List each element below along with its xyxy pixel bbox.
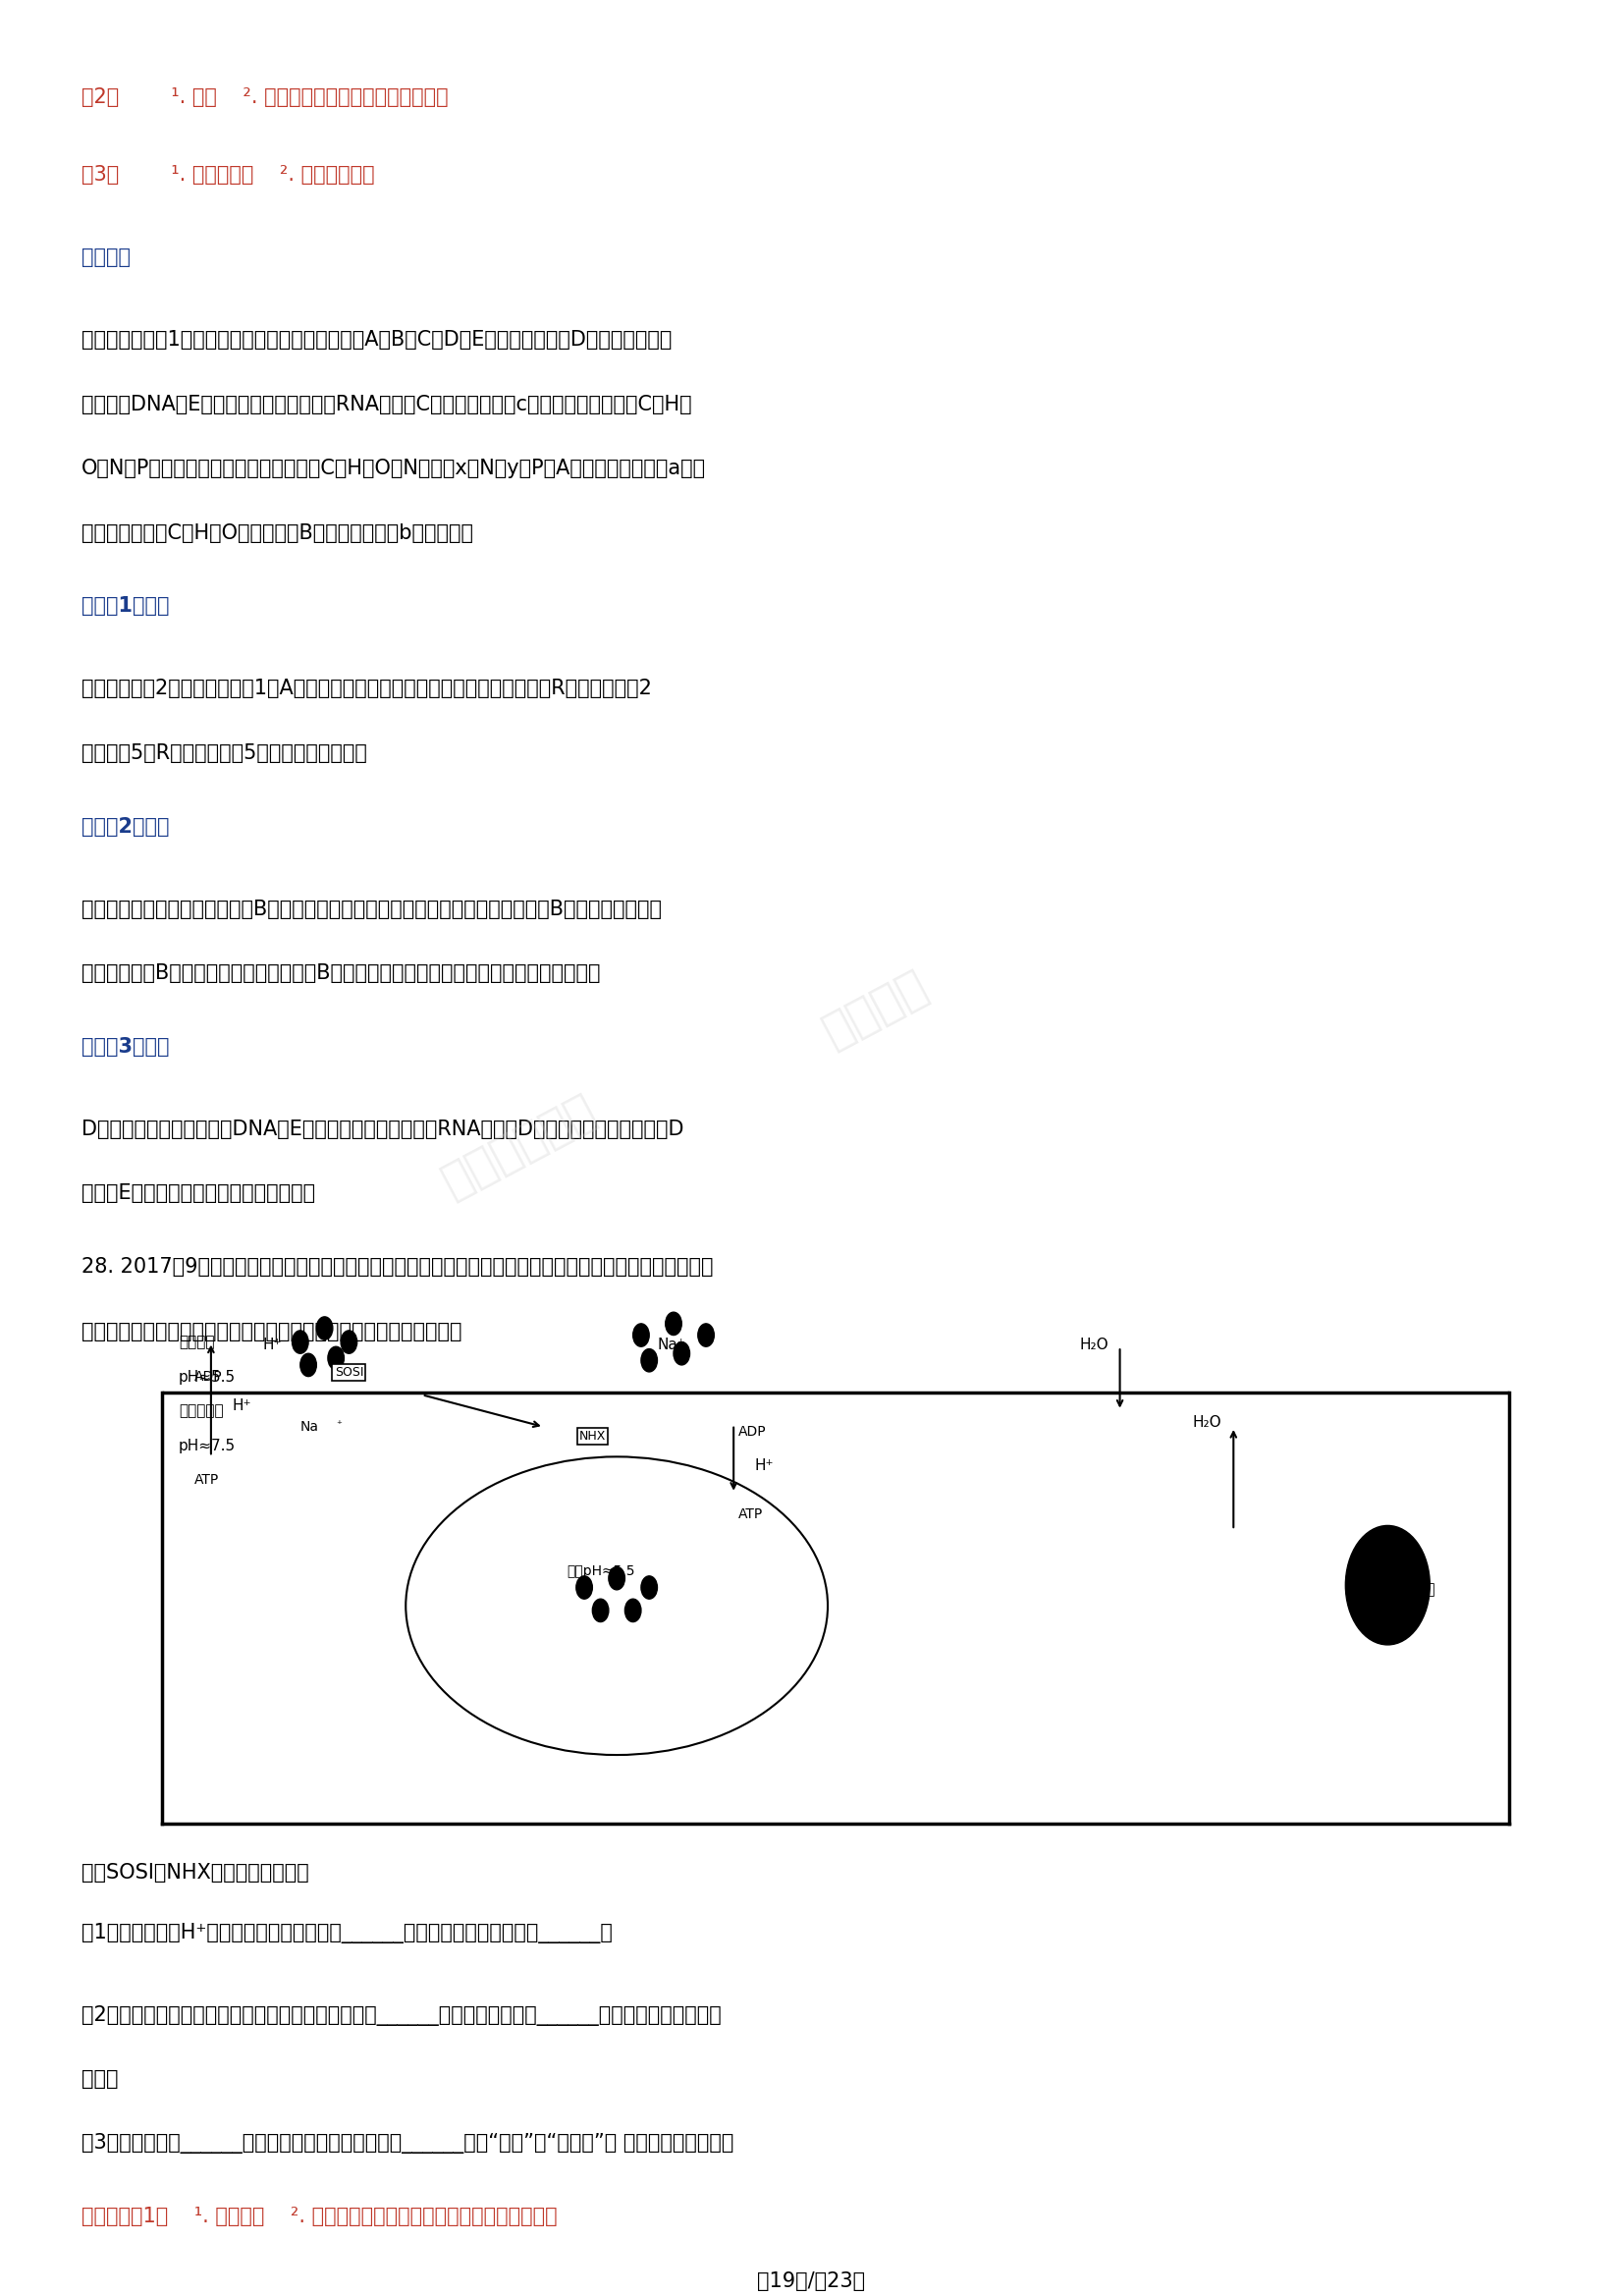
Text: ADP: ADP	[195, 1368, 222, 1382]
Text: SOSI: SOSI	[334, 1366, 364, 1378]
Circle shape	[665, 1313, 682, 1336]
Text: 基酸，糖类是由C、H、O组成，所以B是多糖，小分子b是葡萄糖。: 基酸，糖类是由C、H、O组成，所以B是多糖，小分子b是葡萄糖。	[81, 523, 472, 542]
Text: Na: Na	[300, 1419, 318, 1433]
Text: D主要存在于细胞核中，是DNA，E主要存在于细胞质中，是RNA，构成D的单体是脱氧核苷酸，与D: D主要存在于细胞核中，是DNA，E主要存在于细胞质中，是RNA，构成D的单体是脱…	[81, 1120, 683, 1139]
Circle shape	[641, 1575, 657, 1598]
Text: pH≈5.5: pH≈5.5	[179, 1368, 235, 1384]
Text: 【小问3详解】: 【小问3详解】	[81, 1038, 169, 1056]
Text: 【小问2详解】: 【小问2详解】	[81, 817, 169, 836]
Text: H⁺: H⁺	[263, 1339, 282, 1352]
Text: 【小问1详解】: 【小问1详解】	[81, 597, 169, 615]
Text: NHX: NHX	[579, 1430, 605, 1442]
Circle shape	[698, 1325, 714, 1345]
Text: 相比，E特有的化学组成有核糖和尿嘱啶。: 相比，E特有的化学组成有核糖和尿嘱啶。	[81, 1185, 315, 1203]
Text: 威廉智慧教育: 威廉智慧教育	[435, 1088, 604, 1205]
Circle shape	[674, 1343, 690, 1364]
Circle shape	[341, 1332, 357, 1352]
Text: 28. 2017年9月，袁隆平院士宣布了「海水稻」培育成功。与普通水稻相比，海水稻具备更为优良的抗盐碱、: 28. 2017年9月，袁隆平院士宣布了「海水稻」培育成功。与普通水稻相比，海水…	[81, 1258, 712, 1277]
Text: 据题所知，图2为多肽链，是图1中A蛋白质的部分结构，各种氨基酸之间的区别在于R基的不同，图2: 据题所知，图2为多肽链，是图1中A蛋白质的部分结构，各种氨基酸之间的区别在于R基…	[81, 680, 651, 698]
Circle shape	[576, 1575, 592, 1598]
Circle shape	[592, 1598, 609, 1621]
Circle shape	[609, 1566, 625, 1589]
Text: H₂O: H₂O	[1193, 1414, 1222, 1430]
Text: ATP: ATP	[738, 1506, 763, 1520]
Text: （2）        ¹. 糖原    ². 储存能量，参与植物细胞壁的组成: （2） ¹. 糖原 ². 储存能量，参与植物细胞壁的组成	[81, 87, 448, 108]
Text: O、N、P组成。蛋白质的主要组成元素是C、H、O、N，所以x是N，y是P，A是蛋白质，小分子a是氨: O、N、P组成。蛋白质的主要组成元素是C、H、O、N，所以x是N，y是P，A是蛋…	[81, 459, 706, 478]
Circle shape	[633, 1325, 649, 1345]
Circle shape	[1345, 1525, 1430, 1644]
Text: ADP: ADP	[738, 1424, 766, 1437]
Circle shape	[292, 1332, 308, 1352]
Text: 注：SOSI和NHX为膜上两种蛋白质: 注：SOSI和NHX为膜上两种蛋白质	[81, 1862, 308, 1883]
Text: 细胞质基质: 细胞质基质	[179, 1403, 224, 1419]
Text: 生长。: 生长。	[81, 2069, 118, 2089]
Text: Na⁺: Na⁺	[657, 1339, 685, 1352]
Text: 【解析】: 【解析】	[81, 248, 130, 266]
Text: 【答案】（1）    ¹. 协助扩散    ². 需要载体蛋白的参与，从高浓度到低浓度运输: 【答案】（1） ¹. 协助扩散 ². 需要载体蛋白的参与，从高浓度到低浓度运输	[81, 2206, 557, 2227]
Text: 核中，是DNA，E主要存在于细胞质中，是RNA，所以C是核酸，小分子c是核苷酸，核苷酸由C、H、: 核中，是DNA，E主要存在于细胞质中，是RNA，所以C是核酸，小分子c是核苷酸，…	[81, 395, 691, 413]
Circle shape	[641, 1348, 657, 1371]
Text: （1）据图分析，H⁺进入根细胞的运输方式是______，这种运输方式的特点是______。: （1）据图分析，H⁺进入根细胞的运输方式是______，这种运输方式的特点是__…	[81, 1922, 612, 1942]
Text: pH≈7.5: pH≈7.5	[179, 1437, 235, 1453]
Text: （2）海水稻能将进入细胞内的某些盐离子集中储存于______，避免根细胞发生______，利于其在盐碱地正常: （2）海水稻能将进入细胞内的某些盐离子集中储存于______，避免根细胞发生__…	[81, 2004, 721, 2025]
Circle shape	[625, 1598, 641, 1621]
Text: 细胞膜外: 细胞膜外	[179, 1336, 214, 1350]
Text: H⁺: H⁺	[755, 1458, 774, 1474]
Text: 抗病虫能力。下图是海水稻根细胞相关的生理过程，请回答下列问题：: 抗病虫能力。下图是海水稻根细胞相关的生理过程，请回答下列问题：	[81, 1322, 461, 1341]
Text: 液泡pH≈5.5: 液泡pH≈5.5	[566, 1564, 635, 1577]
Text: 糖类是细胞内主要的能源物质，B是多糖，包括淀粉、纤维素和糖原等。在动物细胞中B（多糖）为糖原，: 糖类是细胞内主要的能源物质，B是多糖，包括淀粉、纤维素和糖原等。在动物细胞中B（…	[81, 900, 662, 918]
Text: ATP: ATP	[195, 1472, 219, 1486]
Text: 在植物细胞中B有可能为淀粉或纤维素，故B所起的作用有储存能量，参与植物细胞壁的组成。: 在植物细胞中B有可能为淀粉或纤维素，故B所起的作用有储存能量，参与植物细胞壁的组…	[81, 964, 601, 983]
Text: 多肽中有5种R基，故它是由5种氨基酸连接而成。: 多肽中有5种R基，故它是由5种氨基酸连接而成。	[81, 744, 367, 762]
Text: ⁺: ⁺	[336, 1419, 342, 1430]
Text: （3）        ¹. 脱氧核苷酸    ². 核糖和尿嘱啶: （3） ¹. 脱氧核苷酸 ². 核糖和尿嘱啶	[81, 165, 375, 184]
Text: H₂O: H₂O	[1079, 1339, 1109, 1352]
Circle shape	[316, 1318, 333, 1341]
Text: 抗菌蛋白: 抗菌蛋白	[1399, 1582, 1435, 1598]
Text: 第19页/共23页: 第19页/共23页	[758, 2271, 865, 2291]
Text: （3）海水稻通过______方式分泌出抗菌蛋白，该过程______（填“需要”或“不需要”） 膜上蛋白质的参与。: （3）海水稻通过______方式分泌出抗菌蛋白，该过程______（填“需要”或…	[81, 2133, 734, 2154]
Circle shape	[328, 1345, 344, 1368]
Text: 最新资料: 最新资料	[816, 964, 936, 1056]
Text: 【分析】分析图1为组成细胞的有机物及元素，已知A、B、C、D和E为生物大分子，D主要存在于细胞: 【分析】分析图1为组成细胞的有机物及元素，已知A、B、C、D和E为生物大分子，D…	[81, 331, 672, 349]
Circle shape	[300, 1352, 316, 1375]
Text: H⁺: H⁺	[232, 1398, 252, 1414]
